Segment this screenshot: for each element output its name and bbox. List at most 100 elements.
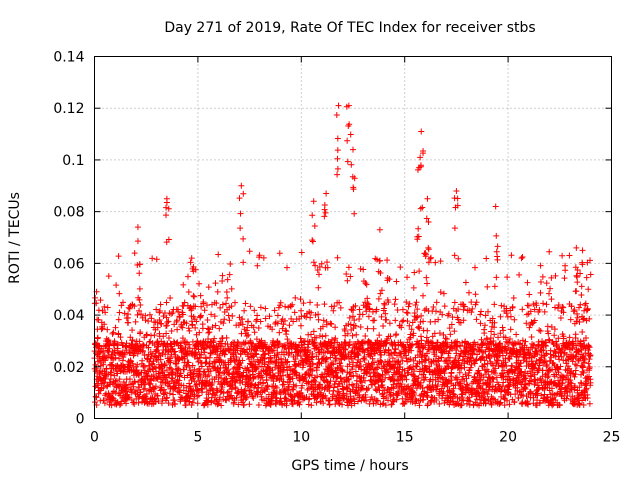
data-point <box>195 392 202 399</box>
data-point <box>197 292 204 299</box>
data-point <box>334 165 341 172</box>
data-point <box>188 255 195 262</box>
data-point <box>239 316 246 323</box>
data-point <box>233 356 240 363</box>
data-point <box>246 377 253 384</box>
data-point <box>211 313 218 320</box>
data-point <box>174 365 181 372</box>
data-point <box>353 331 360 338</box>
data-point <box>410 284 417 291</box>
data-point <box>192 303 199 310</box>
data-point <box>95 307 102 314</box>
data-point <box>255 401 262 408</box>
data-point <box>223 289 230 296</box>
data-point <box>282 395 289 402</box>
data-point <box>314 302 321 309</box>
data-point <box>536 327 543 334</box>
data-point <box>187 259 194 266</box>
data-point <box>137 329 144 336</box>
data-point <box>345 264 352 271</box>
data-point <box>240 259 247 266</box>
data-point <box>163 395 170 402</box>
data-point <box>384 257 391 264</box>
data-point <box>251 307 258 314</box>
data-point <box>108 369 115 376</box>
data-point <box>113 282 120 289</box>
data-point <box>214 401 221 408</box>
data-point <box>291 309 298 316</box>
data-point <box>262 351 269 358</box>
data-point <box>379 390 386 397</box>
data-point <box>297 322 304 329</box>
data-point <box>494 256 501 263</box>
data-point <box>220 320 227 327</box>
data-point <box>245 331 252 338</box>
data-point <box>244 324 251 331</box>
data-point <box>246 401 253 408</box>
data-point <box>332 324 339 331</box>
data-point <box>334 254 341 261</box>
data-point <box>178 340 185 347</box>
data-point <box>189 321 196 328</box>
data-point <box>134 238 141 245</box>
data-point <box>491 301 498 308</box>
data-point <box>129 337 136 344</box>
data-point <box>583 274 590 281</box>
data-point <box>199 385 206 392</box>
data-point <box>157 301 164 308</box>
data-point <box>361 377 368 384</box>
data-point <box>392 317 399 324</box>
y-tick-label: 0.06 <box>53 256 84 272</box>
data-point <box>566 334 573 341</box>
data-point <box>217 365 224 372</box>
data-point <box>243 332 250 339</box>
data-point <box>132 318 139 325</box>
data-point <box>191 366 198 373</box>
data-point <box>545 290 552 297</box>
data-point <box>547 285 554 292</box>
data-point <box>262 305 269 312</box>
data-point <box>101 379 108 386</box>
data-point <box>156 308 163 315</box>
data-point <box>310 328 317 335</box>
data-point <box>156 316 163 323</box>
data-point <box>121 310 128 317</box>
data-point <box>421 307 428 314</box>
data-point <box>425 244 432 251</box>
data-point <box>566 252 573 259</box>
data-point <box>404 310 411 317</box>
data-point <box>423 274 430 281</box>
data-point <box>193 318 200 325</box>
data-point <box>120 379 127 386</box>
data-point <box>207 368 214 375</box>
data-point <box>504 274 511 281</box>
data-point <box>170 391 177 398</box>
data-point <box>522 368 529 375</box>
data-point <box>153 346 160 353</box>
data-point <box>381 301 388 308</box>
data-point <box>206 360 213 367</box>
data-point <box>103 365 110 372</box>
data-point <box>166 380 173 387</box>
data-point <box>348 161 355 168</box>
data-point <box>516 271 523 278</box>
data-point <box>424 280 431 287</box>
x-tick-label: 0 <box>90 430 99 446</box>
data-point <box>510 294 517 301</box>
data-point <box>462 279 469 286</box>
data-point <box>292 294 299 301</box>
data-point <box>298 249 305 256</box>
data-point <box>169 310 176 317</box>
data-point <box>310 259 317 266</box>
data-point <box>156 349 163 356</box>
data-point <box>185 341 192 348</box>
data-point <box>219 277 226 284</box>
data-point <box>143 331 150 338</box>
data-point <box>117 334 124 341</box>
data-point <box>163 314 170 321</box>
data-point <box>254 312 261 319</box>
data-point <box>473 316 480 323</box>
data-point <box>334 147 341 154</box>
data-point <box>163 330 170 337</box>
data-point <box>333 111 340 118</box>
